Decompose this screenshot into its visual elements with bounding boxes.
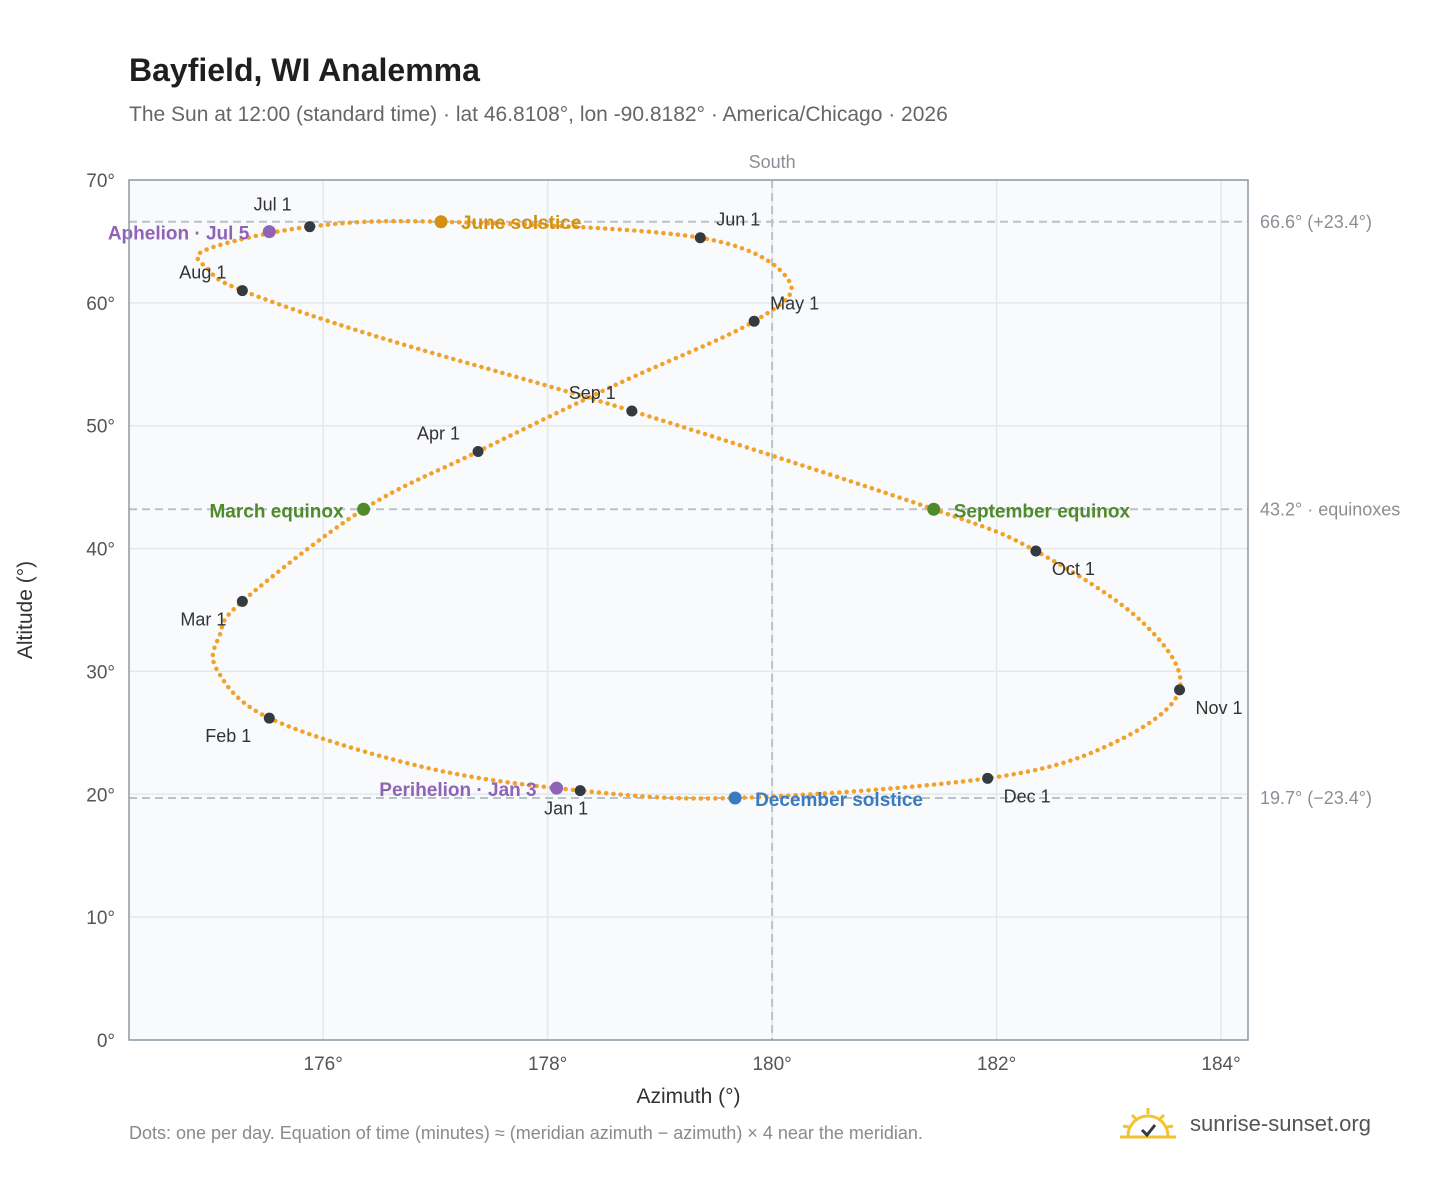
month-marker-label: Jan 1 [544,799,588,819]
x-tick-label: 182° [977,1054,1016,1075]
month-marker [1174,684,1186,696]
analemma-daily-dots [195,218,1183,801]
month-marker-label: Sep 1 [569,383,616,403]
x-tick-label: 180° [752,1054,791,1075]
chart-title: Bayfield, WI Analemma [129,52,480,88]
month-marker-label: Apr 1 [417,424,460,444]
analemma-path [195,218,1183,801]
event-marker [434,215,448,229]
event-markers: June solstice December solstice March equi… [108,213,1131,811]
event-label: Perihelion · Jan 3 [379,780,536,801]
event-label: December solstice [755,790,923,811]
month-marker [626,405,638,417]
footnote: Dots: one per day. Equation of time (min… [129,1123,923,1143]
brand-name: sunrise-sunset.org [1190,1111,1371,1136]
month-marker [982,772,994,784]
month-marker-label: Jun 1 [716,210,760,230]
y-tick-label: 60° [86,294,115,315]
y-tick-label: 30° [86,662,115,683]
month-marker-label: Feb 1 [205,726,251,746]
month-marker-label: Jul 1 [254,195,292,215]
altitude-reference-label: 19.7° (−23.4°) [1260,788,1372,808]
y-tick-label: 40° [86,540,115,561]
month-markers: Jan 1 Feb 1 Mar 1 Apr 1 May 1 Jun 1 Jul 1 Aug 1… [179,195,1242,819]
event-marker [927,502,941,516]
event-label: June solstice [461,213,581,234]
month-marker-label: Nov 1 [1196,698,1243,718]
event-marker [262,225,276,239]
y-tick-label: 50° [86,417,115,438]
event-marker [728,791,742,805]
event-label: Aphelion · Jul 5 [108,224,250,245]
month-marker [304,221,316,233]
x-tick-label: 176° [304,1054,343,1075]
plot-frame [128,179,1249,1041]
month-marker-label: Mar 1 [180,609,226,629]
brand[interactable]: sunrise-sunset.org [1120,1104,1371,1144]
sun-logo-icon [1120,1108,1176,1139]
month-marker [748,315,760,327]
event-label: March equinox [209,501,344,522]
x-axis-title: Azimuth (°) [636,1085,740,1108]
altitude-reference-label: 43.2° · equinoxes [1260,499,1400,519]
month-marker [263,712,275,724]
month-marker-label: Dec 1 [1004,786,1051,806]
event-marker [550,781,564,795]
event-label: September equinox [954,501,1131,522]
x-tick-label: 178° [528,1054,567,1075]
plot-area [129,180,1248,1040]
axis-ticks: 0° 10° 20° 30° 40° 50° 60° 70° 176° 178° 180° 182° 1… [86,171,1240,1075]
y-tick-label: 20° [86,785,115,806]
month-marker-label: Oct 1 [1052,559,1095,579]
y-tick-label: 70° [86,171,115,192]
month-marker [574,785,586,797]
month-marker [236,285,248,297]
altitude-reference-label: 66.6° (+23.4°) [1260,212,1372,232]
chart-subtitle: The Sun at 12:00 (standard time) · lat 4… [129,103,948,126]
month-marker [236,595,248,607]
month-marker [1030,545,1042,557]
meridian-label: South [749,152,796,172]
y-tick-label: 10° [86,908,115,929]
y-tick-label: 0° [97,1031,115,1052]
month-marker-label: Aug 1 [179,263,226,283]
y-axis-title: Altitude (°) [14,561,37,659]
month-marker-label: May 1 [770,293,819,313]
month-marker [694,232,706,244]
event-marker [357,502,371,516]
reference-lines: South 66.6° (+23.4°) 43.2° · equinoxes 19.7… [129,152,1400,1040]
month-marker [472,446,484,458]
x-tick-label: 184° [1201,1054,1240,1075]
